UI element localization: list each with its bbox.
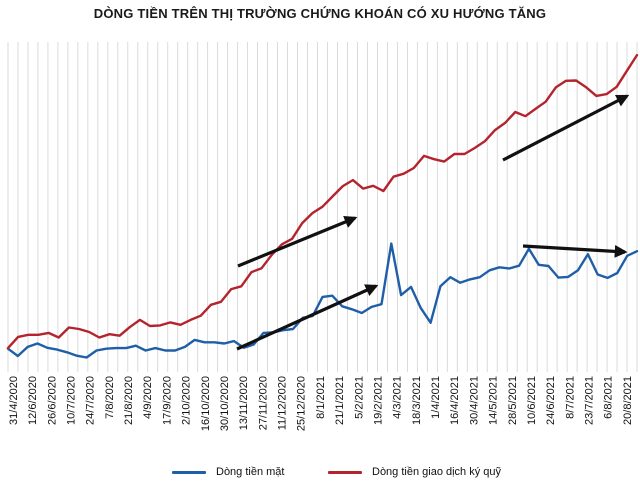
x-tick-label: 24/6/2021 bbox=[545, 376, 557, 425]
x-tick-label: 28/5/2021 bbox=[507, 376, 519, 425]
x-tick-label: 24/7/2020 bbox=[85, 376, 97, 425]
x-tick-label: 13/11/2020 bbox=[238, 376, 250, 430]
x-tick-label: 6/8/2021 bbox=[603, 376, 615, 419]
x-tick-label: 30/10/2020 bbox=[219, 376, 231, 431]
chart-title: DÒNG TIỀN TRÊN THỊ TRƯỜNG CHỨNG KHOÁN CÓ… bbox=[93, 6, 547, 21]
x-tick-label: 10/6/2021 bbox=[526, 376, 538, 425]
trend-arrow bbox=[502, 94, 630, 162]
x-tick-label: 4/3/2021 bbox=[392, 376, 404, 419]
x-tick-label: 18/3/2021 bbox=[411, 376, 423, 425]
x-tick-label: 10/7/2020 bbox=[65, 376, 77, 425]
x-tick-label: 12/6/2020 bbox=[27, 376, 39, 425]
x-tick-label: 14/5/2021 bbox=[488, 376, 500, 425]
x-tick-label: 26/6/2020 bbox=[46, 376, 58, 425]
trend-arrow bbox=[236, 284, 379, 351]
series-line-margin bbox=[6, 53, 639, 350]
x-tick-label: 23/7/2021 bbox=[584, 376, 596, 425]
x-tick-label: 2/10/2020 bbox=[181, 376, 193, 425]
x-tick-label: 11/12/2020 bbox=[277, 376, 289, 430]
legend-swatch-margin bbox=[328, 470, 362, 474]
x-tick-label: 25/12/2020 bbox=[296, 376, 308, 431]
x-tick-label: 21/8/2020 bbox=[123, 376, 135, 425]
x-tick-label: 21/1/2021 bbox=[334, 376, 346, 425]
trend-arrow bbox=[522, 244, 628, 258]
x-tick-label: 27/11/2020 bbox=[257, 376, 269, 430]
series-line-cash bbox=[6, 242, 639, 359]
x-tick-label: 4/9/2020 bbox=[142, 376, 154, 419]
x-tick-label: 30/4/2021 bbox=[468, 376, 480, 425]
x-tick-label: 8/7/2021 bbox=[564, 376, 576, 419]
x-tick-label: 20/8/2021 bbox=[622, 376, 634, 425]
x-tick-label: 17/9/2020 bbox=[161, 376, 173, 425]
trend-arrow bbox=[237, 215, 358, 268]
legend-label-margin: Dòng tiền giao dịch ký quỹ bbox=[372, 466, 502, 478]
x-tick-label: 7/8/2020 bbox=[104, 376, 116, 419]
x-tick-label: 19/2/2021 bbox=[372, 376, 384, 425]
x-tick-label: 16/4/2021 bbox=[449, 376, 461, 425]
legend-label-cash: Dòng tiền mặt bbox=[216, 466, 285, 478]
legend-swatch-cash bbox=[172, 470, 206, 474]
legend-item-cash: Dòng tiền mặt bbox=[172, 466, 284, 478]
x-tick-label: 16/10/2020 bbox=[200, 376, 212, 431]
x-tick-label: 5/2/2021 bbox=[353, 376, 365, 419]
x-tick-label: 1/4/2021 bbox=[430, 376, 442, 419]
legend-item-margin: Dòng tiền giao dịch ký quỹ bbox=[328, 466, 501, 478]
x-tick-label: 31/4/2020 bbox=[8, 376, 20, 425]
x-tick-label: 8/1/2021 bbox=[315, 376, 327, 419]
